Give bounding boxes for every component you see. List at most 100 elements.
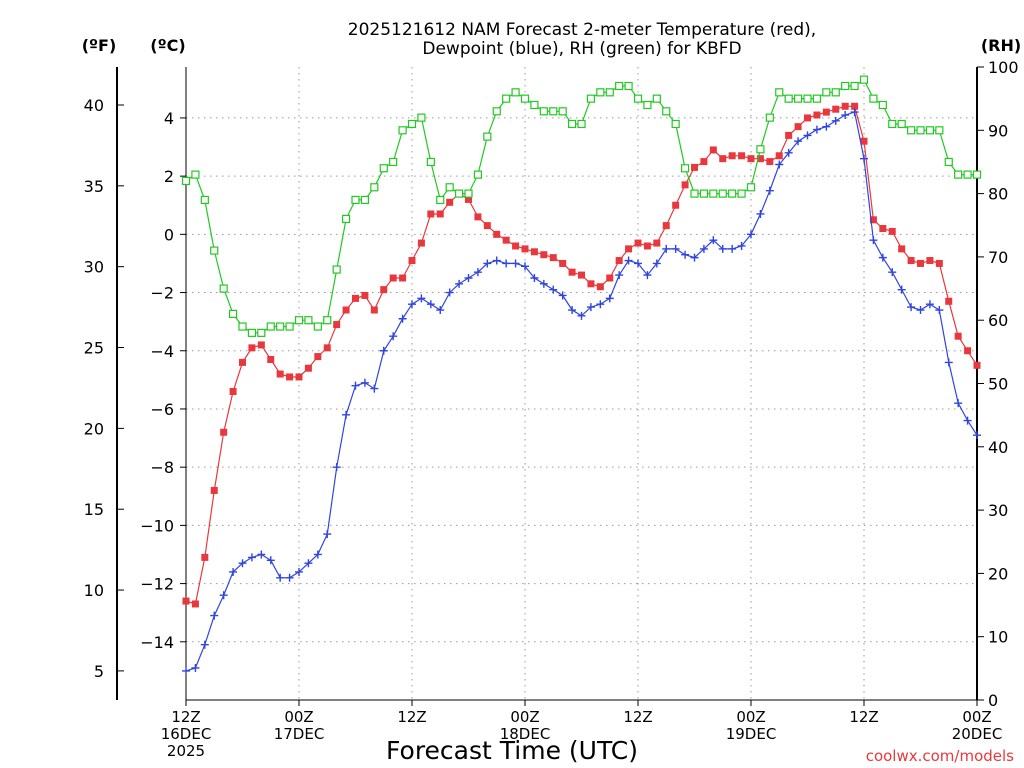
celsius-tick-label: −8 xyxy=(150,458,174,477)
temperature-point xyxy=(691,163,698,171)
rh-point xyxy=(888,119,897,129)
rh-point xyxy=(464,189,473,198)
dewpoint-point xyxy=(530,274,539,282)
temperature-point xyxy=(399,274,407,282)
rh-point xyxy=(285,322,294,331)
chart-title-line: 2025121612 NAM Forecast 2-meter Temperat… xyxy=(348,20,816,40)
rh-point xyxy=(426,157,435,167)
credit-text: coolwx.com/models xyxy=(866,747,1014,765)
dewpoint-point xyxy=(709,236,718,245)
rh-point xyxy=(389,157,398,167)
rh-point xyxy=(680,164,690,173)
rh-point xyxy=(812,94,822,103)
rh-point xyxy=(181,176,191,186)
dewpoint-point xyxy=(784,148,793,157)
temperature-point xyxy=(822,108,830,116)
rh-point xyxy=(266,322,275,331)
dewpoint-point xyxy=(511,259,520,268)
rh-tick-label: 60 xyxy=(988,311,1008,330)
rh-point xyxy=(690,189,699,198)
rh-point xyxy=(831,88,840,97)
dewpoint-point xyxy=(342,410,351,419)
temperature-point xyxy=(851,102,859,110)
temperature-point xyxy=(295,373,303,381)
dewpoint-point xyxy=(200,640,209,649)
chart-title: 2025121612 NAM Forecast 2-meter Temperat… xyxy=(348,20,816,59)
temperature-point xyxy=(257,341,265,349)
temperature-point xyxy=(964,347,972,355)
temperature-point xyxy=(709,146,717,154)
rh-point xyxy=(454,189,464,198)
rh-point xyxy=(210,246,219,255)
dewpoint-point xyxy=(925,300,934,309)
temperature-point xyxy=(775,152,783,160)
rh-point xyxy=(520,94,530,103)
rh-point xyxy=(304,316,313,325)
dewpoint-point xyxy=(257,550,266,559)
temperature-point xyxy=(417,239,425,247)
temperature-point xyxy=(587,280,595,288)
rh-point xyxy=(483,132,492,141)
temperature-point xyxy=(559,259,567,267)
dewpoint-point xyxy=(888,268,897,277)
rh-point xyxy=(728,189,737,198)
temperature-point xyxy=(408,257,416,265)
temperature-point xyxy=(719,155,727,163)
fahrenheit-tick-label: 25 xyxy=(84,339,104,358)
tick-labels: 403530252015105420−2−4−6−8−10−12−1410090… xyxy=(84,58,1019,760)
dewpoint-point xyxy=(775,160,784,169)
temperature-point xyxy=(672,201,680,209)
x-tick-label: 00Z xyxy=(284,708,313,726)
dewpoint-point xyxy=(718,244,727,253)
rh-point xyxy=(492,107,501,116)
temperature-point xyxy=(615,257,623,265)
celsius-tick-label: −12 xyxy=(140,575,174,594)
temperature-point xyxy=(869,216,877,224)
rh-point xyxy=(718,189,727,198)
x-tick-label: 16DEC xyxy=(161,725,212,743)
fahrenheit-tick-label: 15 xyxy=(84,500,104,519)
temperature-point xyxy=(465,195,472,203)
dewpoint-point xyxy=(690,253,699,262)
dewpoint-point xyxy=(191,663,200,672)
dewpoint-point xyxy=(643,271,652,280)
temperature-point xyxy=(267,355,275,363)
temperature-point xyxy=(860,137,868,145)
dewpoint-point xyxy=(398,314,407,323)
temperature-point xyxy=(662,222,670,230)
temperature-point xyxy=(380,286,388,294)
rh-tick-label: 50 xyxy=(988,375,1008,394)
rh-point xyxy=(841,81,850,91)
rh-point xyxy=(313,322,322,331)
temperature-point xyxy=(700,158,708,166)
rh-point xyxy=(511,88,520,97)
dewpoint-point xyxy=(483,259,492,268)
dewpoint-point xyxy=(737,241,746,250)
rh-tick-label: 0 xyxy=(988,691,998,710)
temperature-point xyxy=(436,210,444,218)
rh-point xyxy=(257,328,266,337)
temperature-point xyxy=(333,321,341,329)
dewpoint-point xyxy=(473,268,482,277)
dewpoint-point xyxy=(445,288,454,297)
temperature-point xyxy=(191,600,199,608)
rh-point xyxy=(709,189,718,198)
temperature-point xyxy=(220,428,228,436)
rh-point xyxy=(558,107,567,116)
temperature-point xyxy=(888,227,896,235)
dewpoint-point xyxy=(360,378,369,387)
rh-point xyxy=(662,107,671,116)
rh-point xyxy=(784,94,793,103)
dewpoint-point xyxy=(850,108,859,117)
temperature-point xyxy=(530,248,538,256)
rh-point xyxy=(671,119,680,129)
dewpoint-point xyxy=(521,262,529,271)
dewpoint-point xyxy=(313,550,322,559)
dewpoint-point xyxy=(182,666,190,675)
rh-point xyxy=(652,94,661,103)
celsius-tick-label: 0 xyxy=(164,225,174,244)
temperature-point xyxy=(549,254,557,262)
rh-point xyxy=(699,189,709,198)
rh-point xyxy=(916,126,925,135)
temperature-point xyxy=(493,230,501,238)
